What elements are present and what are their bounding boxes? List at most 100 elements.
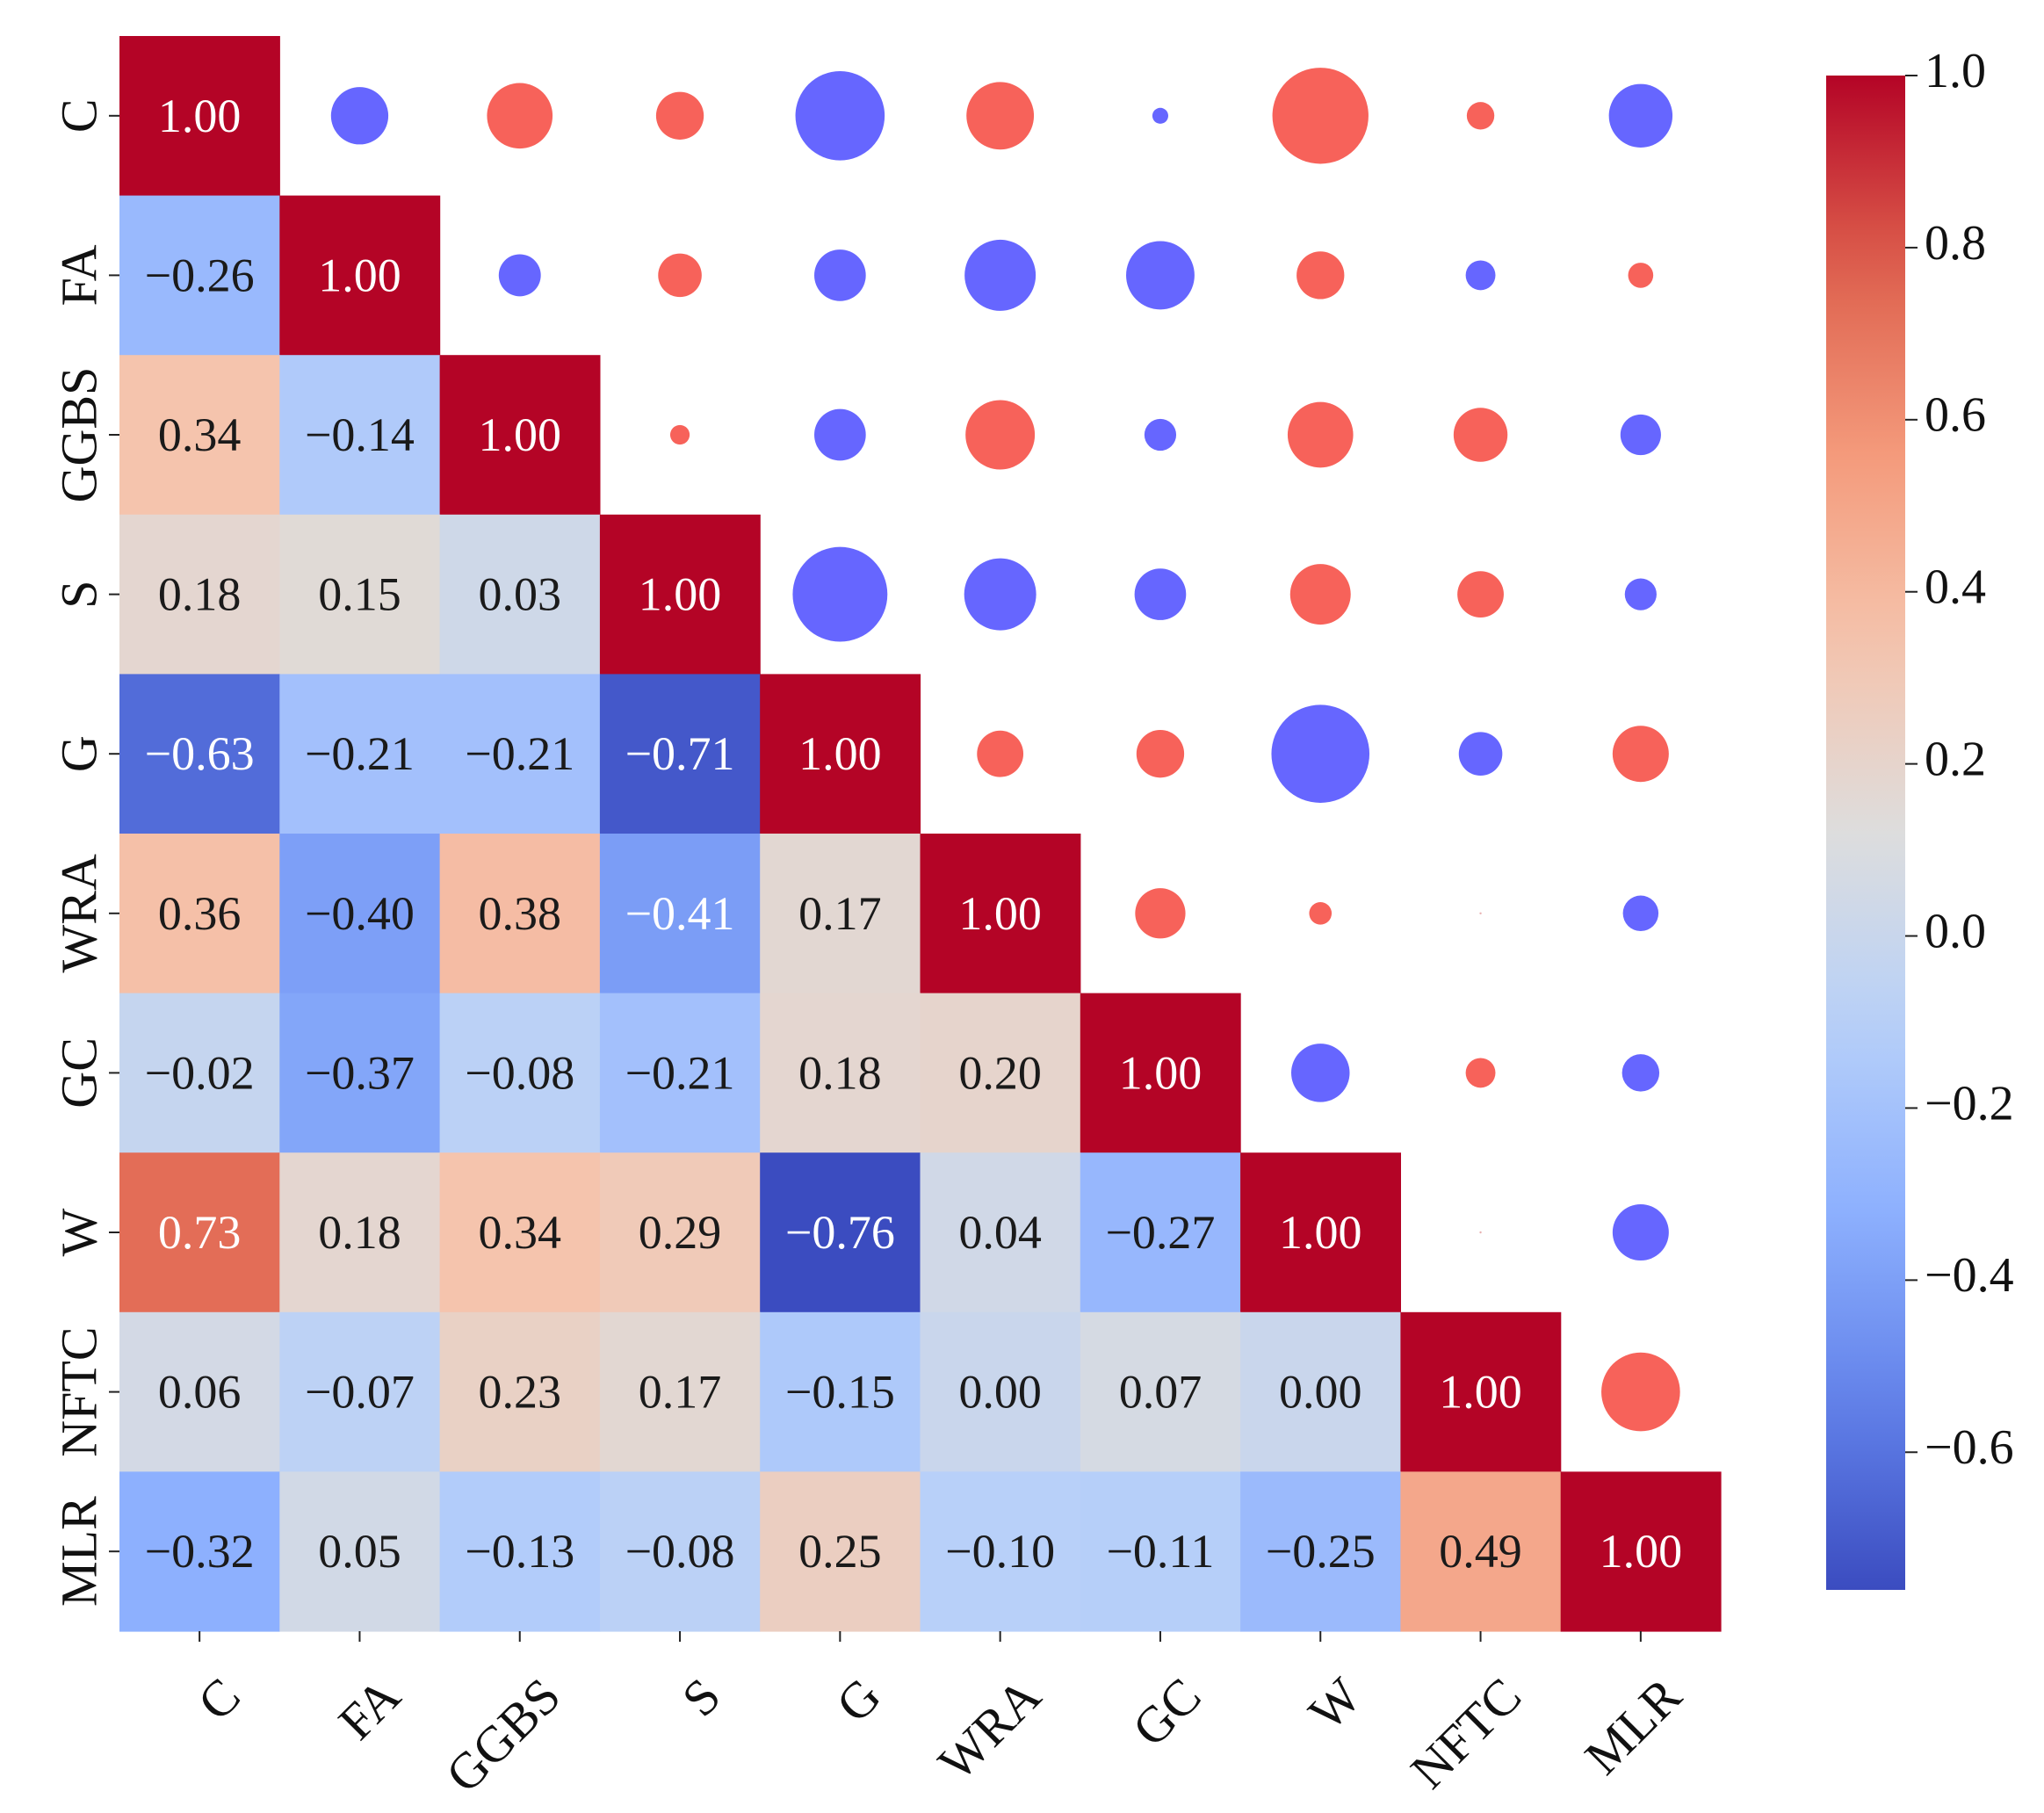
heatmap-cell-G-C — [119, 674, 280, 834]
colorbar-tick-label: 1.0 — [1925, 44, 1986, 98]
cell-value-S-FA: 0.15 — [318, 568, 401, 621]
heatmap-cell-GC-C — [119, 993, 280, 1153]
heatmap-cell-MLR-WRA — [920, 1471, 1081, 1632]
colorbar: 1.0 0.8 0.6 0.4 0.2 0.0 −0.2 −0.4 −0.6 — [1826, 44, 2014, 1590]
cell-value-NFTC-GC: 0.07 — [1119, 1366, 1203, 1419]
heatmap-cell-S-GGBS — [439, 514, 601, 675]
cell-value-W-W: 1.00 — [1279, 1206, 1362, 1259]
cell-value-GC-S: −0.21 — [625, 1046, 735, 1099]
heatmap-cell-W-GGBS — [439, 1152, 601, 1313]
heatmap-cell-NFTC-GGBS — [439, 1311, 601, 1472]
cell-value-WRA-G: 0.17 — [798, 887, 882, 940]
corr-circle-WRA-W — [1309, 902, 1333, 925]
cell-value-NFTC-W: 0.00 — [1279, 1366, 1362, 1419]
corr-circle-WRA-MLR — [1622, 895, 1659, 932]
corr-circle-W-NFTC — [1479, 1231, 1482, 1234]
heatmap-cell-MLR-C — [119, 1471, 280, 1632]
cell-value-S-C: 0.18 — [158, 568, 242, 621]
cell-value-S-S: 1.00 — [639, 568, 722, 621]
y-label-G: G — [50, 735, 107, 772]
cell-value-MLR-GC: −0.11 — [1106, 1525, 1214, 1578]
cell-value-GGBS-GGBS: 1.00 — [479, 408, 562, 461]
heatmap-cell-GC-GGBS — [439, 993, 601, 1153]
cell-value-MLR-G: 0.25 — [798, 1525, 882, 1578]
cell-value-C-C: 1.00 — [158, 90, 242, 142]
y-label-GGBS: GGBS — [50, 367, 107, 503]
corr-circle-GC-NFTC — [1465, 1058, 1496, 1088]
cell-value-MLR-S: −0.08 — [625, 1525, 735, 1578]
cell-value-MLR-C: −0.32 — [145, 1525, 255, 1578]
heatmap-cell-S-C — [119, 514, 280, 675]
cell-value-WRA-WRA: 1.00 — [958, 887, 1042, 940]
corr-circle-FA-GC — [1126, 241, 1195, 310]
corr-circle-C-GGBS — [487, 83, 553, 149]
cell-value-WRA-S: −0.41 — [625, 887, 735, 940]
x-label-W: W — [1297, 1666, 1372, 1741]
corr-circle-G-W — [1271, 704, 1370, 803]
heatmap-cell-MLR-MLR — [1560, 1471, 1722, 1632]
corr-circle-FA-W — [1296, 251, 1345, 300]
cell-value-G-C: −0.63 — [145, 727, 255, 780]
corr-circle-S-GC — [1134, 568, 1187, 620]
heatmap-cell-MLR-GC — [1080, 1471, 1241, 1632]
colorbar-tick-label: 0.0 — [1925, 904, 1986, 958]
corr-circle-C-WRA — [966, 82, 1035, 150]
cell-value-FA-FA: 1.00 — [318, 249, 401, 301]
corr-circle-FA-MLR — [1628, 263, 1654, 288]
corr-circle-GGBS-W — [1287, 401, 1354, 468]
cell-value-NFTC-NFTC: 1.00 — [1439, 1366, 1522, 1419]
corr-circle-G-WRA — [977, 730, 1024, 777]
heatmap-cell-FA-C — [119, 195, 280, 356]
cell-value-NFTC-GGBS: 0.23 — [479, 1366, 562, 1419]
x-label-MLR: MLR — [1574, 1666, 1693, 1785]
cell-value-FA-C: −0.26 — [145, 249, 255, 301]
heatmap-cell-WRA-GGBS — [439, 834, 601, 994]
corr-circle-C-NFTC — [1466, 102, 1495, 130]
cell-value-GGBS-C: 0.34 — [158, 408, 242, 461]
cell-value-GGBS-FA: −0.14 — [305, 408, 415, 461]
heatmap-cell-W-S — [599, 1152, 761, 1313]
x-label-WRA: WRA — [928, 1667, 1052, 1792]
corr-circle-FA-NFTC — [1465, 260, 1496, 291]
y-label-WRA: WRA — [50, 854, 107, 972]
cell-value-NFTC-FA: −0.07 — [305, 1366, 415, 1419]
cell-value-W-C: 0.73 — [158, 1206, 242, 1259]
heatmap-cell-MLR-NFTC — [1400, 1471, 1562, 1632]
heatmap-cell-MLR-FA — [279, 1471, 441, 1632]
heatmap-cell-C-C — [119, 36, 280, 197]
cell-value-G-G: 1.00 — [798, 727, 882, 780]
x-label-S: S — [671, 1667, 732, 1728]
cell-value-NFTC-G: −0.15 — [785, 1366, 895, 1419]
corr-circle-W-MLR — [1612, 1204, 1669, 1260]
colorbar-tick-label: −0.4 — [1925, 1248, 2014, 1303]
colorbar-tick-label: −0.2 — [1925, 1076, 2014, 1130]
colorbar-tick-label: 0.2 — [1925, 732, 1986, 786]
cell-value-GC-GC: 1.00 — [1119, 1046, 1203, 1099]
corr-circle-C-W — [1272, 68, 1369, 164]
cell-value-WRA-C: 0.36 — [158, 887, 242, 940]
corr-circle-C-GC — [1152, 107, 1169, 124]
x-label-C: C — [186, 1667, 250, 1731]
corr-circle-GGBS-MLR — [1620, 414, 1661, 456]
cell-value-WRA-GGBS: 0.38 — [479, 887, 562, 940]
corr-circle-GGBS-S — [669, 424, 690, 445]
cell-value-NFTC-C: 0.06 — [158, 1366, 242, 1419]
corr-circle-GGBS-GC — [1144, 418, 1177, 451]
heatmap-cell-WRA-C — [119, 834, 280, 994]
cell-value-GC-WRA: 0.20 — [958, 1046, 1042, 1099]
corr-circle-C-G — [795, 71, 885, 161]
heatmap-cell-NFTC-FA — [279, 1311, 441, 1472]
corr-circle-S-W — [1289, 564, 1351, 625]
cell-value-G-GGBS: −0.21 — [465, 727, 574, 780]
corr-circle-FA-S — [658, 253, 702, 298]
heatmap-cell-GGBS-FA — [279, 355, 441, 516]
corr-circle-WRA-GC — [1135, 888, 1186, 939]
corr-circle-GGBS-NFTC — [1453, 408, 1508, 462]
cell-value-MLR-MLR: 1.00 — [1600, 1525, 1683, 1578]
corr-circle-C-FA — [330, 87, 389, 145]
heatmap-cell-MLR-S — [599, 1471, 761, 1632]
heatmap-cell-GGBS-C — [119, 355, 280, 516]
heatmap-cell-GC-G — [760, 993, 921, 1153]
